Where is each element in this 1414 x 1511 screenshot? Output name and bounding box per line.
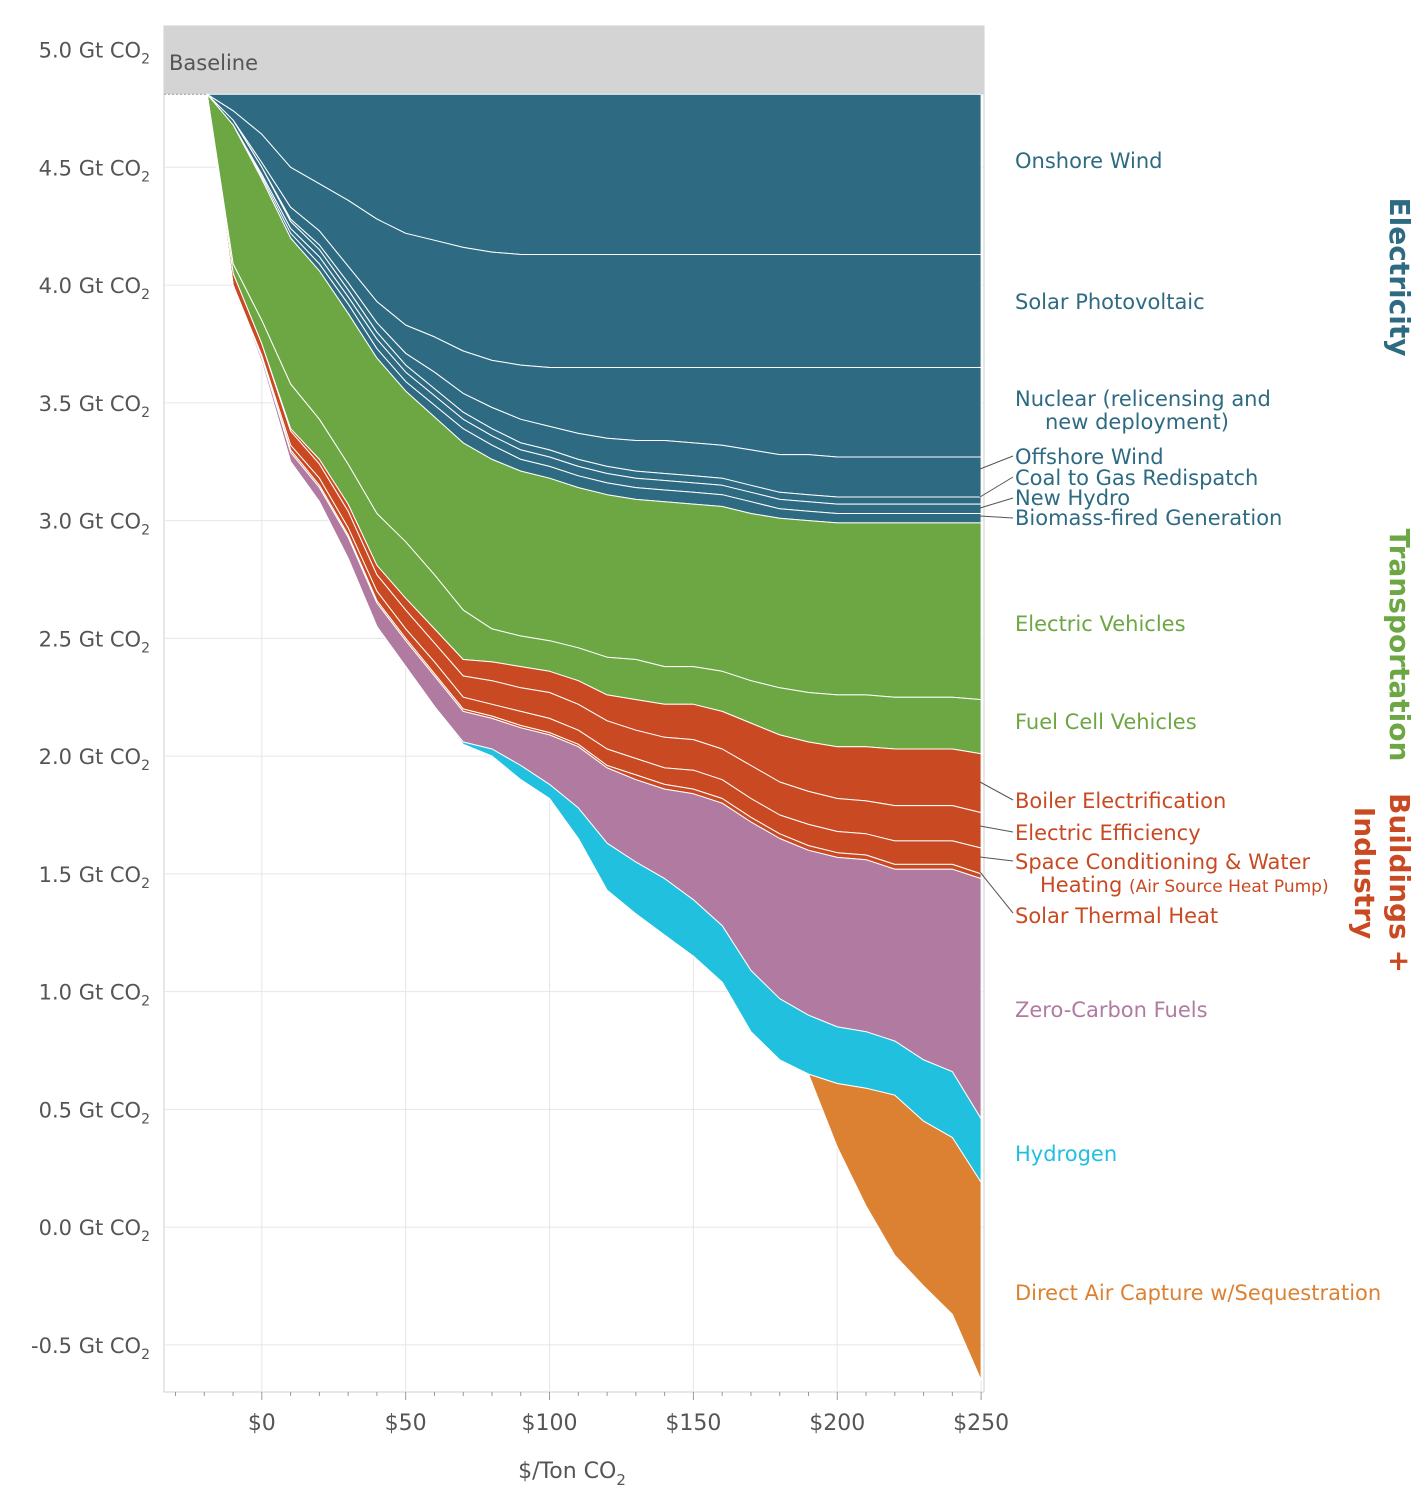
x-tick-label: $0 — [248, 1411, 276, 1436]
leader-offshore-wind — [979, 455, 1014, 470]
label-dac: Direct Air Capture w/Sequestration — [1015, 1281, 1381, 1305]
label-onshore-wind: Onshore Wind — [1015, 149, 1162, 173]
group-label-electricity: Electricity — [1383, 198, 1414, 357]
leader-biomass — [979, 515, 1014, 519]
x-tick-label: $100 — [522, 1411, 578, 1436]
y-tick-label: 4.5 Gt CO2 — [39, 156, 150, 185]
x-axis-title: $/Ton CO2 — [518, 1459, 626, 1489]
leader-lines — [979, 455, 1014, 914]
label-solar-thermal: Solar Thermal Heat — [1015, 904, 1218, 928]
y-tick-label: 3.5 Gt CO2 — [39, 392, 150, 421]
label-nuclear-line2: new deployment) — [1045, 410, 1229, 434]
label-biomass: Biomass-fired Generation — [1015, 506, 1282, 530]
label-electric-vehicles: Electric Vehicles — [1015, 612, 1186, 636]
label-space-conditioning-line1: Space Conditioning & Water — [1015, 850, 1311, 874]
label-boiler: Boiler Electrification — [1015, 789, 1226, 813]
stacked-areas — [206, 93, 982, 1381]
leader-boiler — [979, 781, 1014, 801]
y-tick-label: 3.0 Gt CO2 — [39, 510, 150, 539]
leader-solar-thermal — [979, 871, 1014, 914]
x-tick-label: $50 — [385, 1411, 427, 1436]
group-label-transportation: Transportation — [1383, 529, 1414, 762]
x-axis: $0 $50 $100 $150 $200 $250 — [175, 1392, 1009, 1436]
y-tick-label: 0.0 Gt CO2 — [39, 1216, 150, 1245]
group-label-buildings-line1: Buildings + — [1383, 793, 1414, 973]
label-hydrogen: Hydrogen — [1015, 1142, 1117, 1166]
baseline-area — [164, 26, 984, 95]
label-electric-efficiency: Electric Efficiency — [1015, 821, 1201, 845]
series-labels: Onshore Wind Solar Photovoltaic Nuclear … — [1015, 149, 1381, 1305]
x-tick-label: $200 — [809, 1411, 865, 1436]
label-nuclear-line1: Nuclear (relicensing and — [1015, 387, 1271, 411]
y-tick-label: -0.5 Gt CO2 — [31, 1334, 150, 1363]
label-zero-carbon: Zero-Carbon Fuels — [1015, 998, 1208, 1022]
label-offshore-wind: Offshore Wind — [1015, 445, 1164, 469]
y-tick-label: 5.0 Gt CO2 — [39, 39, 150, 68]
leader-coal-to-gas — [979, 476, 1014, 498]
leader-electric-efficiency — [979, 825, 1014, 833]
y-tick-label: 1.0 Gt CO2 — [39, 981, 150, 1010]
leader-space-conditioning — [979, 856, 1014, 862]
baseline-label: Baseline — [169, 51, 258, 75]
y-tick-label: 0.5 Gt CO2 — [39, 1098, 150, 1127]
group-label-buildings-line2: Industry — [1348, 807, 1381, 939]
y-tick-label: 1.5 Gt CO2 — [39, 863, 150, 892]
y-tick-label: 2.0 Gt CO2 — [39, 745, 150, 774]
label-fuel-cell: Fuel Cell Vehicles — [1015, 710, 1197, 734]
label-coal-to-gas: Coal to Gas Redispatch — [1015, 466, 1258, 490]
x-tick-label: $150 — [665, 1411, 721, 1436]
leader-new-hydro — [979, 497, 1014, 509]
label-new-hydro: New Hydro — [1015, 486, 1130, 510]
y-tick-label: 2.5 Gt CO2 — [39, 627, 150, 656]
label-space-conditioning-line2: Heating (Air Source Heat Pump) — [1040, 873, 1329, 897]
baseline-band — [164, 26, 984, 95]
y-tick-label: 4.0 Gt CO2 — [39, 274, 150, 303]
label-solar-pv: Solar Photovoltaic — [1015, 290, 1205, 314]
area-series-15 — [206, 93, 982, 1381]
y-axis: 5.0 Gt CO2 4.5 Gt CO2 4.0 Gt CO2 3.5 Gt CO2… — [31, 39, 150, 1363]
x-tick-label: $250 — [953, 1411, 1009, 1436]
